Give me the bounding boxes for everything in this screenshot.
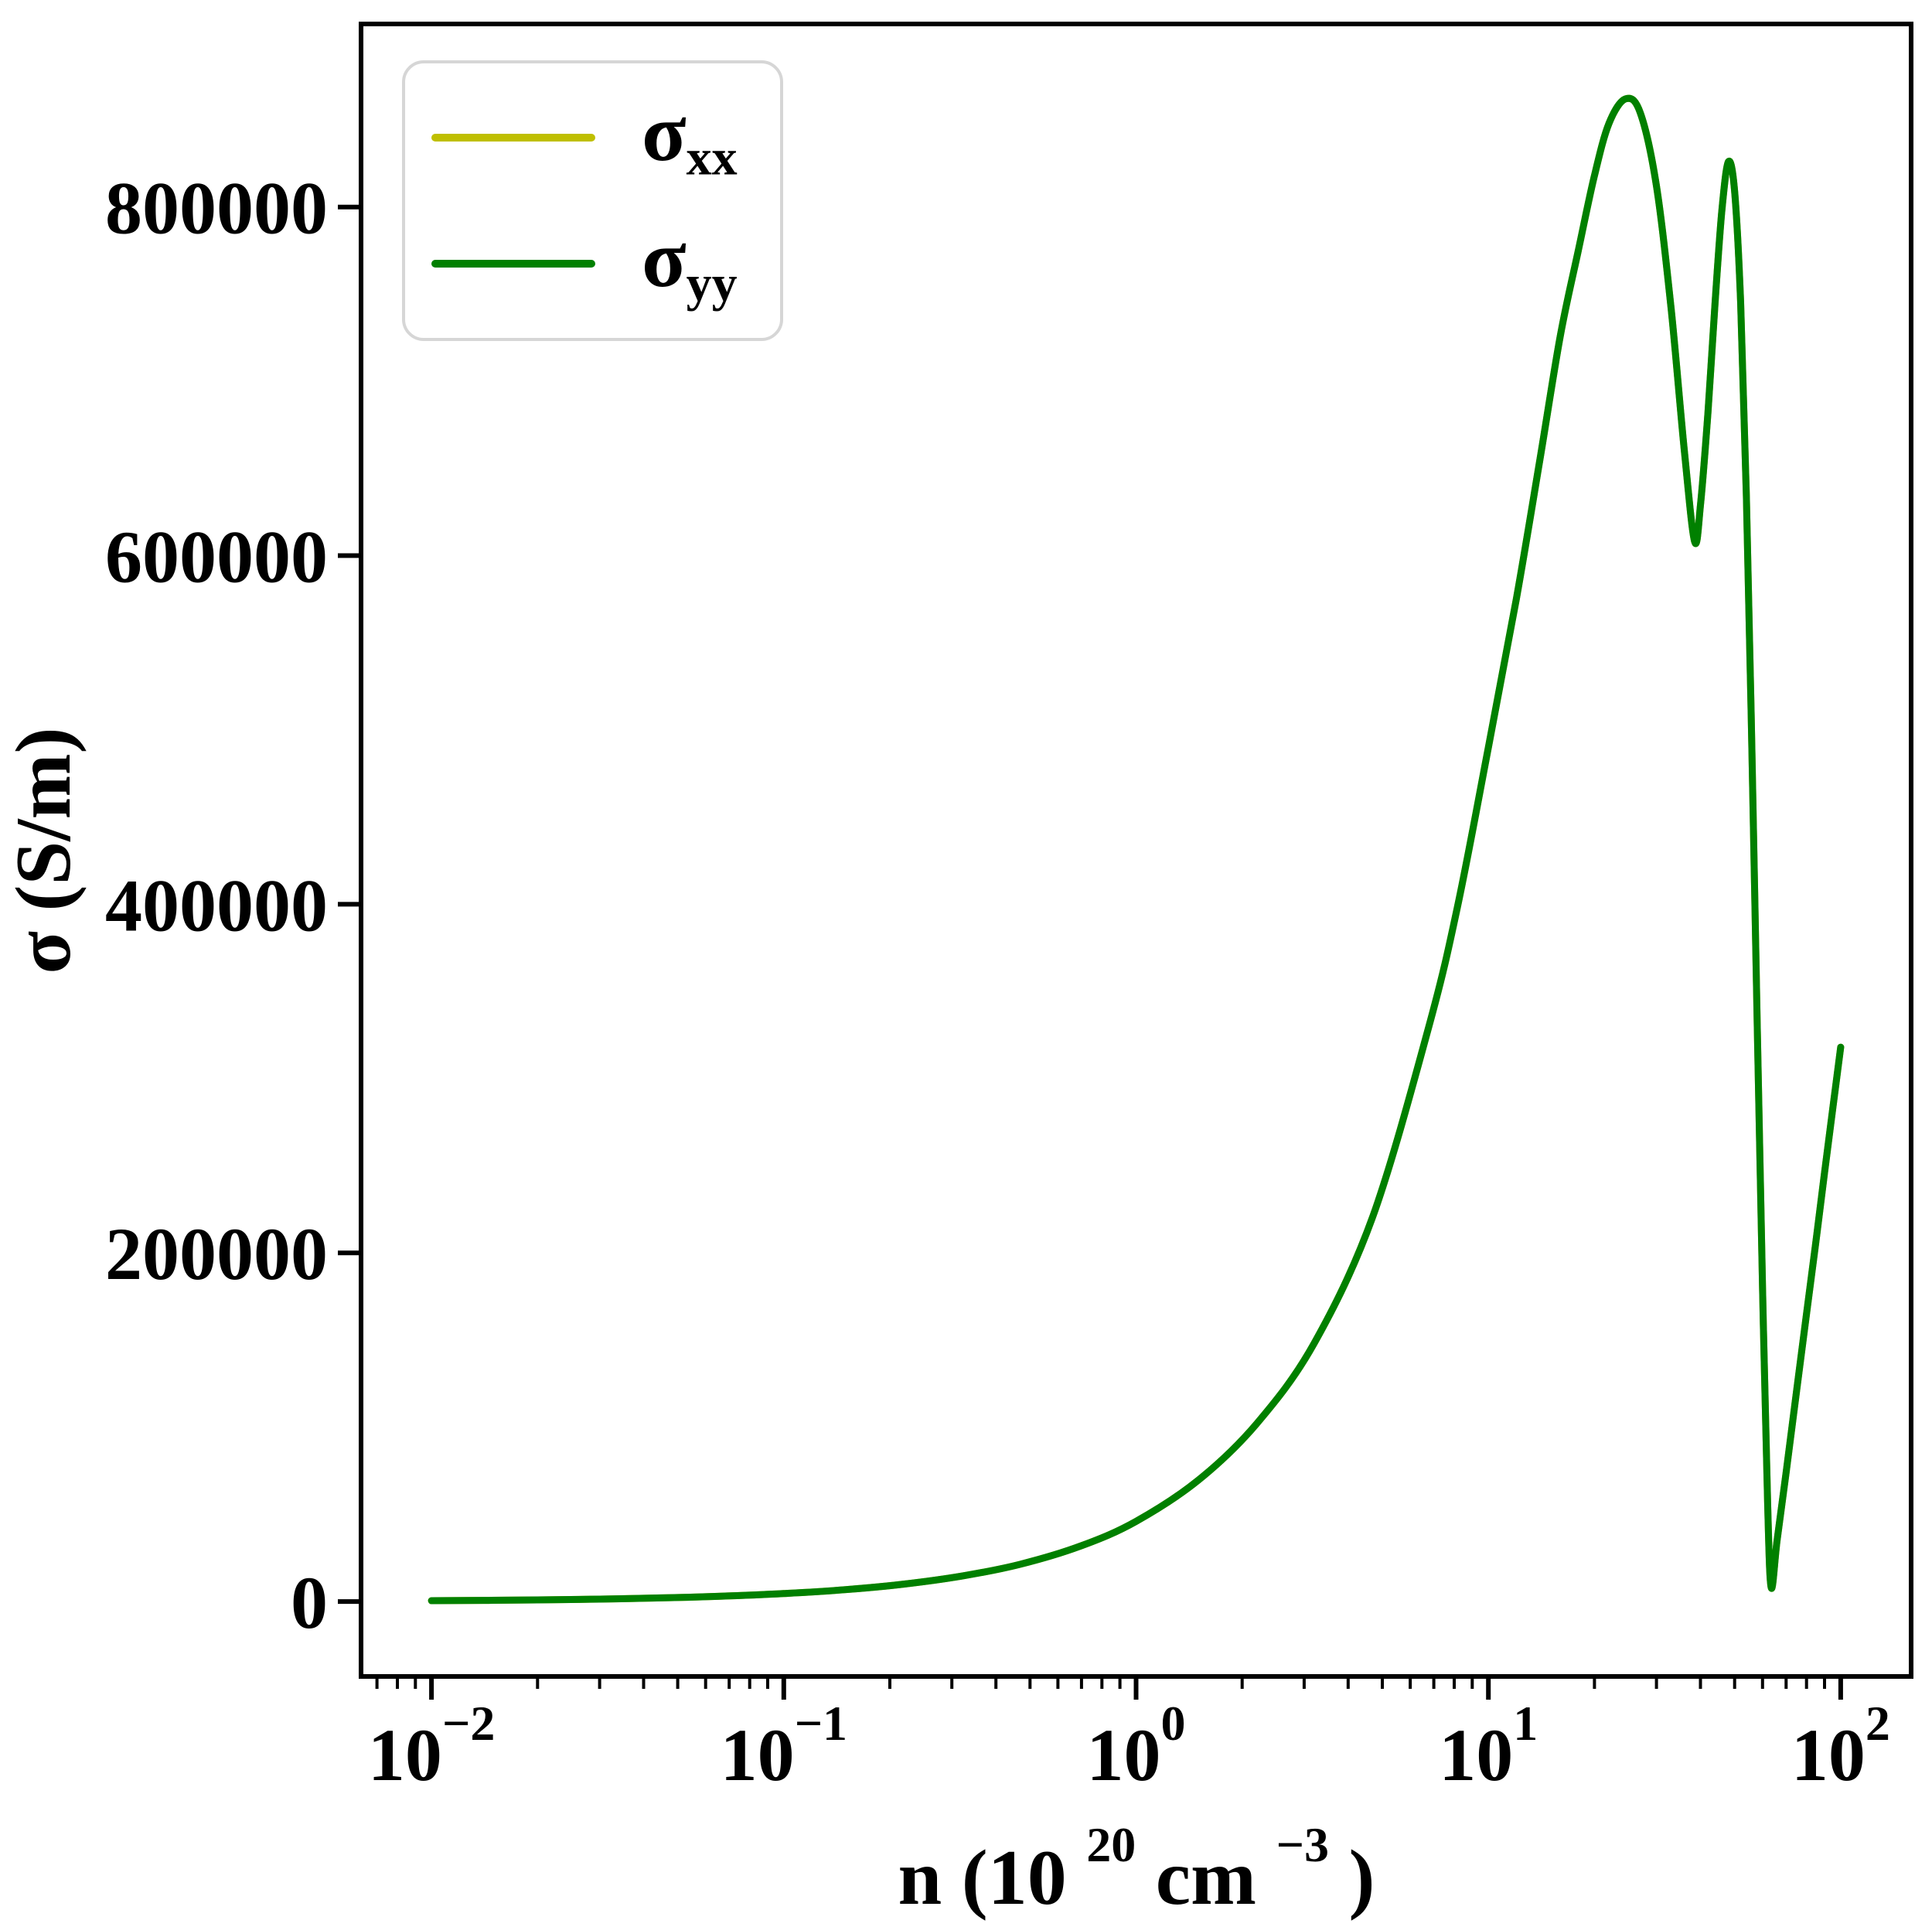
y-tick-label: 600000 xyxy=(105,516,328,599)
x-tick-label: 10−1 xyxy=(721,1696,847,1796)
legend-label-sigma-xx: σxx xyxy=(642,91,738,186)
legend-label-sigma-yy-sub: yy xyxy=(686,255,738,312)
y-tick-label: 0 xyxy=(291,1561,328,1644)
x-tick-label: 102 xyxy=(1791,1696,1890,1796)
legend: σxx σyy xyxy=(402,60,783,341)
legend-entry-sigma-xx: σxx xyxy=(431,91,754,186)
x-axis-label-sup-minus3: −3 xyxy=(1276,1817,1329,1872)
y-tick-label: 400000 xyxy=(105,864,328,946)
x-axis-label: n (10 20 cm −3 ) xyxy=(898,1792,1375,1922)
series-line-sigma-yy xyxy=(428,94,1845,1605)
legend-entry-sigma-yy: σyy xyxy=(431,218,754,309)
legend-label-sigma-xx-sub: xx xyxy=(686,128,738,186)
legend-line-sigma-yy xyxy=(431,260,595,268)
axes-spines xyxy=(359,22,1913,1679)
legend-label-sigma-yy-base: σ xyxy=(642,213,687,305)
legend-label-sigma-xx-base: σ xyxy=(642,87,687,178)
x-axis-label-mid: cm xyxy=(1156,1834,1256,1922)
x-axis-label-suffix: ) xyxy=(1348,1834,1375,1922)
x-axis-label-prefix: n (10 xyxy=(898,1834,1067,1922)
y-tick-label: 200000 xyxy=(105,1212,328,1295)
legend-line-sigma-xx xyxy=(431,133,595,142)
x-tick-label: 100 xyxy=(1087,1696,1186,1796)
legend-label-sigma-yy: σyy xyxy=(642,218,738,309)
x-tick-label: 10−2 xyxy=(368,1696,495,1796)
y-axis-label: σ (S/m) xyxy=(0,728,87,974)
x-axis-label-sup-20: 20 xyxy=(1086,1817,1136,1872)
x-tick-label: 101 xyxy=(1439,1696,1538,1796)
y-tick-label: 800000 xyxy=(105,167,328,250)
